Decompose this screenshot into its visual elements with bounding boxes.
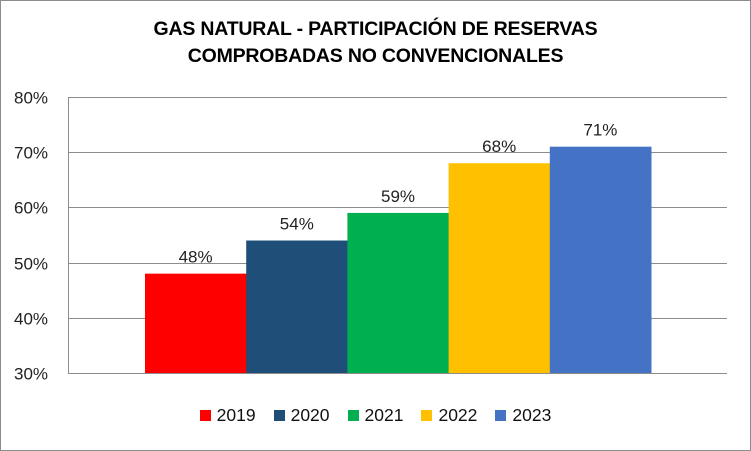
chart-title-line-1: GAS NATURAL - PARTICIPACIÓN DE RESERVAS <box>153 18 598 40</box>
legend-label: 2021 <box>364 405 404 425</box>
data-label-2021: 59% <box>381 187 415 206</box>
legend-swatch <box>199 410 211 421</box>
legend-label: 2019 <box>216 405 256 425</box>
y-tick-label: 70% <box>14 144 48 163</box>
data-label-2022: 68% <box>482 137 516 156</box>
bar-2022 <box>448 163 551 373</box>
bar-2023 <box>549 146 652 373</box>
data-label-2023: 71% <box>583 121 617 140</box>
legend-item-2020: 2020 <box>273 405 330 426</box>
legend-item-2019: 2019 <box>199 405 256 426</box>
legend-swatch <box>347 410 359 421</box>
legend-swatch <box>421 410 433 421</box>
legend-swatch <box>273 410 285 421</box>
chart-title: GAS NATURAL - PARTICIPACIÓN DE RESERVAS … <box>0 16 751 70</box>
y-tick-label: 60% <box>14 199 48 218</box>
y-tick-label: 40% <box>14 310 48 329</box>
legend-item-2023: 2023 <box>495 405 551 426</box>
bar-2020 <box>246 240 348 373</box>
bar-2021 <box>347 212 450 373</box>
data-label-2020: 54% <box>280 215 314 234</box>
data-label-2019: 48% <box>179 248 213 267</box>
legend-label: 2020 <box>290 405 330 425</box>
legend: 2019 2020 2021 2022 2023 <box>0 405 751 426</box>
legend-label: 2023 <box>512 405 552 425</box>
bar-2019 <box>145 273 247 373</box>
legend-label: 2022 <box>438 405 478 425</box>
y-tick-label: 80% <box>14 89 48 108</box>
data-labels: 48% 54% 59% 68% 71% <box>179 121 618 267</box>
bars <box>145 146 652 373</box>
y-axis-ticks: 30% 40% 50% 60% 70% 80% <box>14 89 48 384</box>
y-tick-label: 50% <box>14 255 48 274</box>
y-tick-label: 30% <box>14 365 48 384</box>
chart-title-line-2: COMPROBADAS NO CONVENCIONALES <box>187 45 564 67</box>
legend-swatch <box>495 410 507 421</box>
legend-item-2022: 2022 <box>421 405 477 426</box>
legend-item-2021: 2021 <box>347 405 404 426</box>
